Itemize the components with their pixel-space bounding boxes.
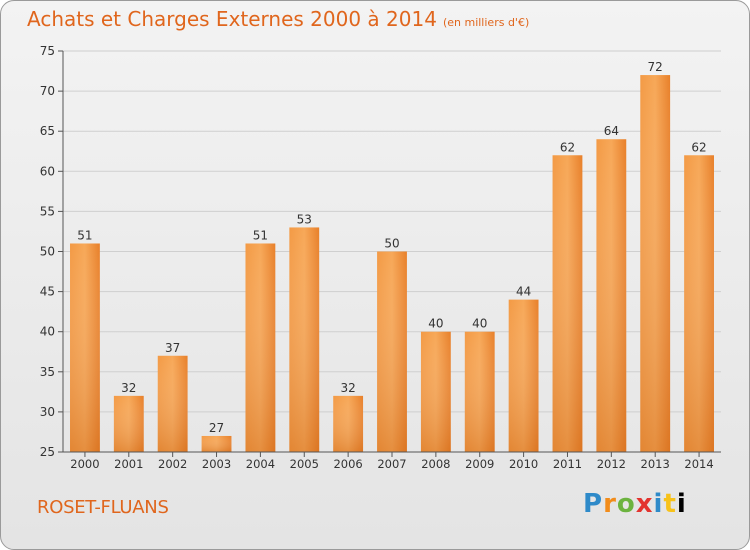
x-tick-label: 2013 (641, 457, 670, 471)
y-tick-label: 35 (40, 365, 55, 379)
commune-name: ROSET-FLUANS (37, 497, 169, 518)
y-tick-label: 60 (40, 164, 55, 178)
bar-shade-2014 (684, 155, 714, 452)
bar-value-label: 27 (209, 421, 224, 435)
x-tick-label: 2002 (158, 457, 187, 471)
bar-value-label: 51 (253, 228, 268, 242)
x-tick-label: 2005 (290, 457, 319, 471)
bar-shade-2008 (420, 331, 451, 452)
bar-shade-2009 (464, 331, 495, 452)
bar-value-label: 40 (472, 317, 487, 331)
bar-shade-2006 (333, 395, 364, 452)
x-tick-label: 2001 (114, 457, 143, 471)
proxiti-logo: Proxiti (583, 489, 687, 519)
axis-layer: 25 30 35 40 45 50 55 60 65 70 75 2000 2001 2002 2003 20… (40, 44, 721, 471)
y-tick-label: 25 (40, 445, 55, 459)
x-tick-label: 2011 (553, 457, 582, 471)
chart-subtitle: (en milliers d'€) (442, 16, 530, 29)
bar-value-label: 53 (297, 212, 312, 226)
bar-value-label: 44 (516, 285, 531, 299)
bar-shade-2003 (201, 435, 232, 452)
bar-value-label: 51 (77, 228, 92, 242)
bar-value-label: 32 (340, 381, 355, 395)
bar-shade-2010 (508, 299, 539, 452)
x-tick-label: 2010 (509, 457, 538, 471)
bar-value-label: 64 (604, 124, 619, 138)
x-tick-label: 2006 (333, 457, 362, 471)
x-tick-label: 2009 (465, 457, 494, 471)
bar-shade-2002 (157, 355, 188, 452)
y-tick-label: 75 (40, 44, 55, 58)
bars-layer (70, 75, 714, 452)
chart-title: Achats et Charges Externes 2000 à 2014 (e… (27, 7, 529, 31)
bar-value-label: 72 (648, 60, 663, 74)
bar-shade-2005 (289, 227, 320, 452)
bar-shade-2011 (552, 155, 583, 452)
bar-shade-2012 (596, 139, 627, 452)
x-tick-label: 2000 (70, 457, 99, 471)
y-tick-label: 55 (40, 204, 55, 218)
bar-shade-2007 (377, 251, 407, 452)
x-tick-label: 2012 (597, 457, 626, 471)
y-tick-label: 50 (40, 245, 55, 259)
bar-value-label: 50 (384, 237, 399, 251)
y-tick-label: 30 (40, 405, 55, 419)
bar-shade-2000 (70, 243, 100, 452)
bar-value-label: 40 (428, 317, 443, 331)
x-tick-label: 2003 (202, 457, 231, 471)
labels-layer: 51 32 37 27 51 53 32 50 40 40 44 62 64 72 62 (77, 60, 706, 435)
bar-shade-2013 (640, 75, 671, 452)
chart-title-text: Achats et Charges Externes 2000 à 2014 (27, 7, 437, 31)
bar-value-label: 62 (691, 140, 706, 154)
bar-shade-2004 (245, 243, 276, 452)
bar-value-label: 32 (121, 381, 136, 395)
x-tick-label: 2007 (377, 457, 406, 471)
y-tick-label: 70 (40, 84, 55, 98)
y-tick-label: 40 (40, 325, 55, 339)
x-tick-label: 2004 (246, 457, 275, 471)
bar-shade-2001 (113, 395, 144, 452)
bar-value-label: 37 (165, 341, 180, 355)
bar-value-label: 62 (560, 140, 575, 154)
x-tick-label: 2014 (684, 457, 713, 471)
y-tick-label: 45 (40, 285, 55, 299)
x-tick-label: 2008 (421, 457, 450, 471)
y-tick-label: 65 (40, 124, 55, 138)
